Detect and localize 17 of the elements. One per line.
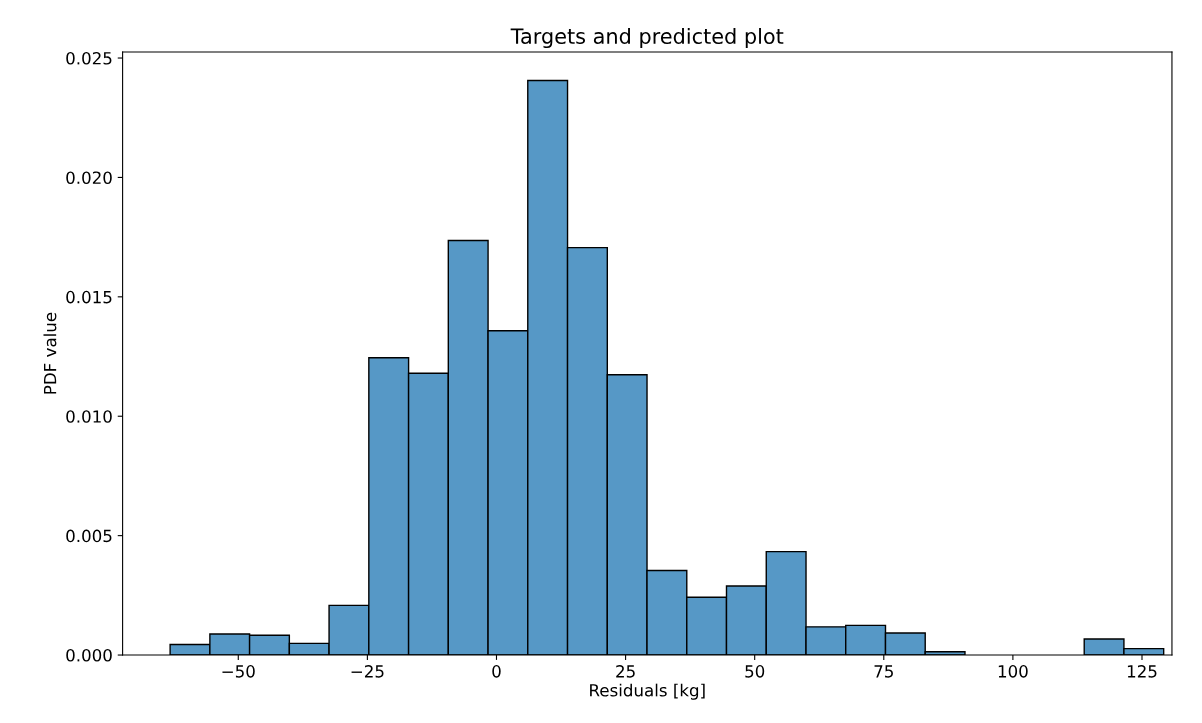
y-tick-label: 0.005 [66, 529, 112, 543]
chart-title: Targets and predicted plot [510, 27, 784, 49]
x-tick-label: 50 [745, 665, 765, 678]
x-tick-label: −25 [351, 665, 384, 678]
x-axis-title: Residuals [kg] [590, 683, 705, 700]
y-axis-title: PDF value [43, 312, 57, 394]
x-tick-label: 0 [492, 665, 501, 678]
y-tick-label: 0.020 [66, 171, 112, 184]
y-tick-label: 0.010 [66, 410, 112, 423]
y-tick-label: 0.015 [66, 290, 112, 304]
y-tick-label: 0.025 [66, 51, 112, 65]
x-tick-label: −50 [222, 665, 255, 678]
x-tick-label: 100 [998, 665, 1028, 678]
y-tick-label: 0.000 [66, 649, 112, 662]
x-tick-label: 125 [1127, 665, 1157, 678]
x-tick-label: 25 [616, 665, 635, 678]
x-tick-label: 75 [874, 665, 893, 678]
